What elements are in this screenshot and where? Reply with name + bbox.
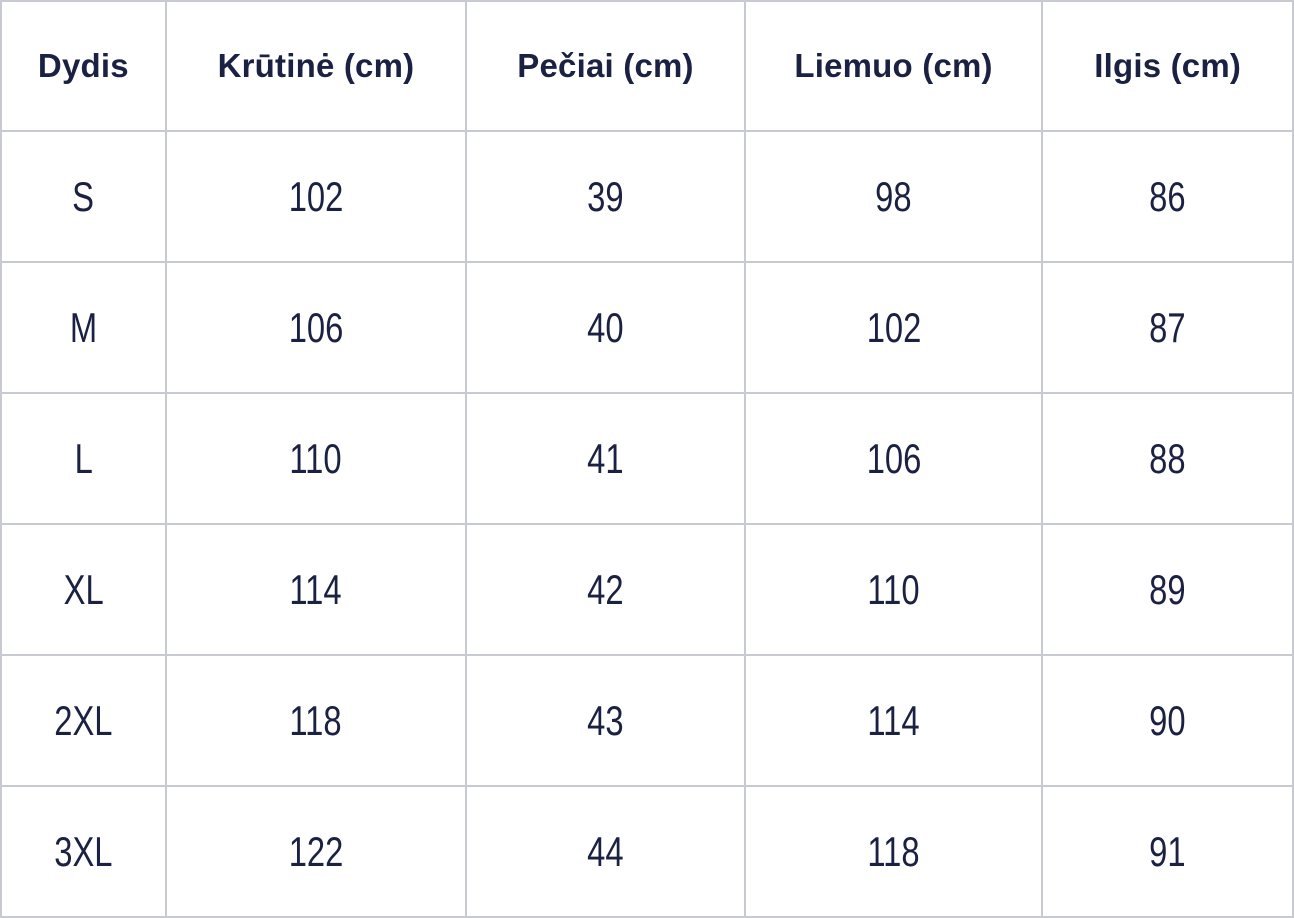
measurement-cell: 118 <box>743 785 1044 918</box>
cell-value: 110 <box>289 434 343 482</box>
table-row: L 110 41 106 88 <box>0 392 1294 525</box>
measurement-cell: 41 <box>465 392 746 525</box>
cell-value: 114 <box>867 696 920 744</box>
cell-value: 2XL <box>54 696 113 744</box>
measurement-cell: 90 <box>1041 654 1294 787</box>
cell-value: 114 <box>289 565 343 613</box>
size-label-cell: 2XL <box>0 654 167 787</box>
column-header-chest: Krūtinė (cm) <box>164 0 468 132</box>
cell-value: S <box>72 172 95 220</box>
measurement-cell: 42 <box>465 523 746 656</box>
measurement-cell: 89 <box>1041 523 1294 656</box>
column-header-size: Dydis <box>0 0 167 132</box>
measurement-cell: 114 <box>743 654 1044 787</box>
size-label-cell: S <box>0 130 167 263</box>
measurement-cell: 86 <box>1041 130 1294 263</box>
cell-value: 106 <box>866 434 921 482</box>
measurement-cell: 106 <box>743 392 1044 525</box>
cell-value: M <box>69 303 98 351</box>
cell-value: 43 <box>587 696 624 744</box>
measurement-cell: 102 <box>164 130 468 263</box>
cell-value: 42 <box>587 565 624 613</box>
measurement-cell: 102 <box>743 261 1044 394</box>
cell-value: 89 <box>1149 565 1186 613</box>
measurement-cell: 88 <box>1041 392 1294 525</box>
size-label-cell: M <box>0 261 167 394</box>
cell-value: 118 <box>289 696 343 744</box>
measurement-cell: 106 <box>164 261 468 394</box>
measurement-cell: 39 <box>465 130 746 263</box>
column-header-waist: Liemuo (cm) <box>743 0 1044 132</box>
table-header: Dydis Krūtinė (cm) Pečiai (cm) Liemuo (c… <box>0 0 1294 132</box>
table-row: S 102 39 98 86 <box>0 130 1294 263</box>
cell-value: 87 <box>1149 303 1186 351</box>
cell-value: 86 <box>1149 172 1186 220</box>
cell-value: 110 <box>867 565 920 613</box>
measurement-cell: 110 <box>164 392 468 525</box>
cell-value: 90 <box>1149 696 1186 744</box>
measurement-cell: 40 <box>465 261 746 394</box>
measurement-cell: 98 <box>743 130 1044 263</box>
table-row: 3XL 122 44 118 91 <box>0 785 1294 918</box>
size-label-cell: XL <box>0 523 167 656</box>
measurement-cell: 114 <box>164 523 468 656</box>
cell-value: 102 <box>288 172 344 220</box>
size-label-cell: 3XL <box>0 785 167 918</box>
cell-value: L <box>74 434 93 482</box>
measurement-cell: 122 <box>164 785 468 918</box>
size-label-cell: L <box>0 392 167 525</box>
cell-value: 102 <box>866 303 921 351</box>
measurement-cell: 44 <box>465 785 746 918</box>
cell-value: 122 <box>288 827 344 875</box>
measurement-cell: 110 <box>743 523 1044 656</box>
measurement-cell: 91 <box>1041 785 1294 918</box>
cell-value: 44 <box>587 827 624 875</box>
cell-value: 39 <box>587 172 624 220</box>
measurement-cell: 87 <box>1041 261 1294 394</box>
measurement-cell: 118 <box>164 654 468 787</box>
table-body: S 102 39 98 86 M 106 40 102 87 L 110 41 106 88 XL 114 42 1… <box>0 130 1294 918</box>
cell-value: XL <box>63 565 104 613</box>
table-row: XL 114 42 110 89 <box>0 523 1294 656</box>
cell-value: 88 <box>1149 434 1186 482</box>
table-row: M 106 40 102 87 <box>0 261 1294 394</box>
cell-value: 98 <box>875 172 912 220</box>
column-header-shoulders: Pečiai (cm) <box>465 0 746 132</box>
measurement-cell: 43 <box>465 654 746 787</box>
cell-value: 118 <box>867 827 920 875</box>
cell-value: 91 <box>1149 827 1186 875</box>
column-header-length: Ilgis (cm) <box>1041 0 1294 132</box>
cell-value: 40 <box>587 303 624 351</box>
cell-value: 106 <box>288 303 344 351</box>
cell-value: 41 <box>587 434 624 482</box>
table-row: 2XL 118 43 114 90 <box>0 654 1294 787</box>
cell-value: 3XL <box>54 827 113 875</box>
header-row: Dydis Krūtinė (cm) Pečiai (cm) Liemuo (c… <box>0 0 1294 132</box>
